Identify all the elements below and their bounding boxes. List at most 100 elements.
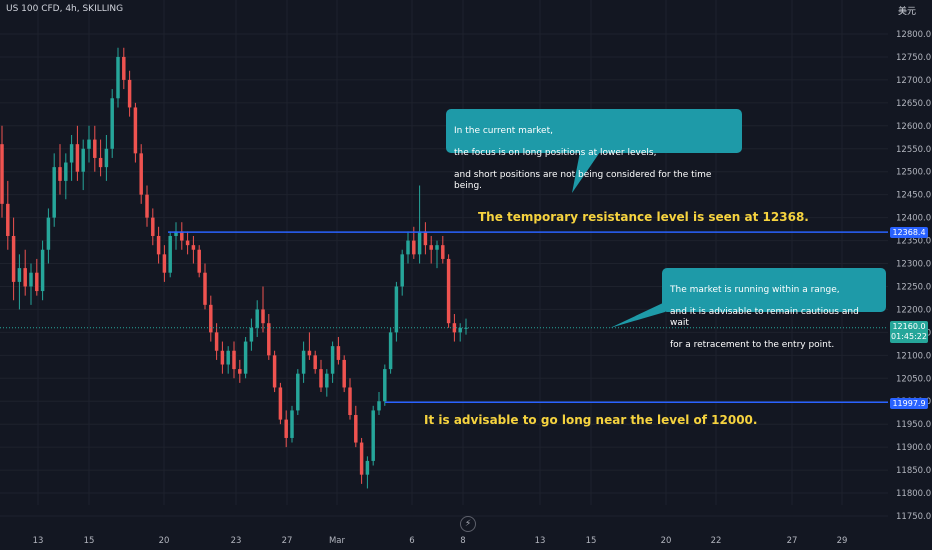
candle-body [133,107,138,154]
candle-body [214,332,219,351]
candle-body [168,235,172,273]
callout-right-line-2: and it is advisable to remain cautious a… [670,307,859,328]
candle-body [255,309,259,328]
candle-body [191,245,196,250]
y-tick-label: 12450.0 [896,191,931,201]
candle-body [371,410,375,461]
y-tick-label: 11800.0 [896,489,931,499]
candle-body [272,355,277,388]
candle-body [226,350,230,365]
candle-body [6,203,10,236]
candle-body [330,346,335,374]
currency-label: 美元 [897,7,916,17]
candle-body [423,231,428,246]
symbol-header: US 100 CFD, 4h, SKILLING [6,4,124,14]
y-tick-label: 12700.0 [896,76,931,86]
y-tick-label: 12100.0 [896,351,931,361]
candle-body [400,254,404,287]
y-tick-label: 12800.0 [896,30,931,40]
x-tick-label: 22 [711,536,722,546]
candle-body [319,369,323,388]
candle-body [87,139,91,149]
x-tick-label: 15 [586,536,597,546]
y-tick-label: 11750.0 [896,512,931,522]
x-tick-label: 27 [787,536,798,546]
y-tick-label: 12250.0 [896,282,931,292]
candle-body [290,410,294,438]
candle-body [127,79,132,108]
candle-body [313,355,317,370]
x-tick-label: 13 [33,536,44,546]
current-price-tag: 12160.0 01:45:22 [890,321,928,343]
resistance-note: The temporary resistance level is seen a… [478,210,809,224]
y-tick-label: 12550.0 [896,145,931,155]
y-tick-label: 12300.0 [896,260,931,270]
candle-body [441,245,445,259]
candle-body [64,162,68,181]
candle-body [17,268,22,282]
x-tick-label: 20 [661,536,672,546]
candle-body [435,245,439,250]
resistance-price-tag: 12368.4 [890,227,928,238]
candle-body [185,240,190,246]
lightning-icon[interactable]: ⚡ [460,516,476,532]
candle-body [458,327,462,333]
candle-body [98,157,103,168]
callout-right-line-3: for a retracement to the entry point. [670,340,835,350]
candle-body [46,217,51,250]
candle-body [278,387,283,420]
candle-body [243,341,248,374]
candle-body [11,235,16,282]
y-tick-label: 12650.0 [896,99,931,109]
candle-body [104,148,109,168]
candle-body [307,350,312,356]
x-tick-label: 20 [159,536,170,546]
candle-body [412,240,416,255]
candle-body [348,387,352,416]
y-tick-label: 12350.0 [896,237,931,247]
candle-body [52,167,56,218]
candle-body [162,254,167,273]
y-tick-label: 12050.0 [896,374,931,384]
candle-body [110,98,114,149]
x-tick-label: Mar [329,536,346,546]
candle-body [354,415,358,443]
candle-body [40,249,45,292]
candle-body [209,304,213,333]
candle-body [81,148,85,172]
support-price-tag: 11997.9 [890,398,928,409]
callout-top-pointer [572,152,600,193]
candle-body [284,419,288,438]
callout-right-line-1: The market is running within a range, [670,285,840,295]
candle-body [383,369,387,402]
x-tick-label: 15 [84,536,95,546]
candle-body [359,442,364,475]
x-tick-label: 29 [837,536,848,546]
candle-body [342,359,346,388]
candle-body [417,231,422,255]
candle-body [261,309,265,324]
candle-body [151,217,155,236]
current-price-value: 12160.0 [892,322,926,331]
candle-body [35,272,39,292]
callout-top: In the current market, the focus is on l… [446,109,742,191]
candle-body [238,369,242,374]
x-tick-label: 6 [409,536,414,546]
candle-body [180,231,184,241]
y-tick-label: 11950.0 [896,420,931,430]
candle-body [220,350,225,365]
y-tick-label: 12200.0 [896,305,931,315]
candle-body [301,350,306,374]
candle-body [75,144,80,172]
candle-body [145,194,149,218]
candle-body [93,139,97,158]
candle-body [394,286,399,333]
callout-top-line-2: the focus is on long positions at lower … [454,148,657,158]
candle-body [325,373,329,388]
candle-body [296,373,300,411]
candle-body [122,56,126,80]
candle-body [0,144,4,204]
candle-body [58,167,62,181]
x-tick-label: 8 [460,536,465,546]
